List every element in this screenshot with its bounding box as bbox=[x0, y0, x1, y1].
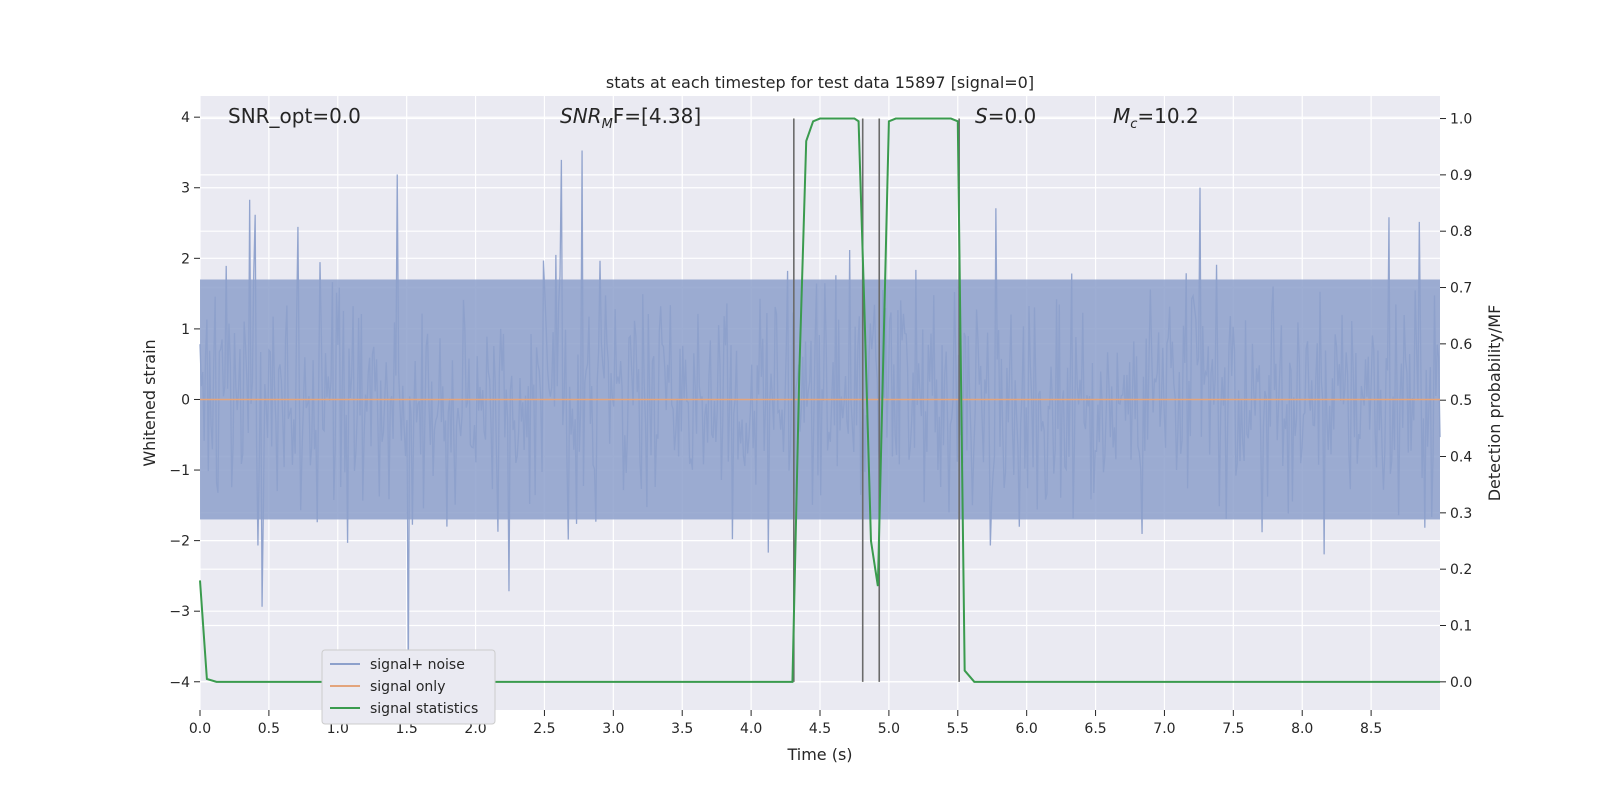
y-left-tick-label-0: 4 bbox=[181, 110, 190, 126]
y-right-tick-label-2: 0.8 bbox=[1450, 224, 1472, 240]
y-left-tick-label-3: 1 bbox=[181, 322, 190, 338]
legend: signal+ noise signal only signal statist… bbox=[321, 649, 496, 725]
x-tick-label-15: 7.5 bbox=[1222, 721, 1244, 737]
y-left-tick-label-8: −4 bbox=[169, 675, 190, 691]
chart-title: stats at each timestep for test data 158… bbox=[606, 73, 1034, 92]
annotation-snr-mf-rest: F=[4.38] bbox=[613, 104, 701, 128]
x-tick-label-12: 6.0 bbox=[1016, 721, 1038, 737]
y-left-tick-label-5: −1 bbox=[169, 463, 190, 479]
x-tick-label-16: 8.0 bbox=[1291, 721, 1313, 737]
x-tick-label-14: 7.0 bbox=[1153, 721, 1175, 737]
x-tick-label-8: 4.0 bbox=[740, 721, 762, 737]
annotation-s-name: S bbox=[975, 104, 988, 128]
annotation-snr-opt: SNR_opt=0.0 bbox=[228, 104, 361, 128]
x-tick-label-2: 1.0 bbox=[327, 721, 349, 737]
y-left-tick-label-4: 0 bbox=[181, 392, 190, 408]
x-tick-label-17: 8.5 bbox=[1360, 721, 1382, 737]
y-right-tick-label-9: 0.1 bbox=[1450, 619, 1472, 635]
axis-ticks: 4 3 2 1 0 −1 −2 −3 −4 1.0 0.9 0.8 0.7 0.6 0.5 0.4 0.3 0.2… bbox=[169, 110, 1472, 737]
y-axis-label-right: Detection probability/MF bbox=[1485, 305, 1504, 502]
noise-trace bbox=[199, 150, 1441, 675]
annotation-snr-mf-sub: M bbox=[602, 117, 613, 132]
x-tick-label-5: 2.5 bbox=[533, 721, 555, 737]
x-tick-label-1: 0.5 bbox=[258, 721, 280, 737]
annotation-mc: Mc=10.2 bbox=[1113, 104, 1199, 132]
x-tick-label-6: 3.0 bbox=[602, 721, 624, 737]
x-tick-label-13: 6.5 bbox=[1084, 721, 1106, 737]
x-tick-label-10: 5.0 bbox=[878, 721, 900, 737]
x-tick-label-4: 2.0 bbox=[464, 721, 486, 737]
y-right-tick-label-4: 0.6 bbox=[1450, 337, 1472, 353]
y-axis-label-left: Whitened strain bbox=[140, 339, 159, 466]
y-right-tick-label-3: 0.7 bbox=[1450, 281, 1472, 297]
y-left-tick-label-7: −3 bbox=[169, 604, 190, 620]
annotation-s: S=0.0 bbox=[975, 104, 1036, 128]
x-axis-label: Time (s) bbox=[786, 745, 852, 764]
y-left-tick-label-2: 2 bbox=[181, 251, 190, 267]
x-tick-label-7: 3.5 bbox=[671, 721, 693, 737]
annotation-mc-name: M bbox=[1113, 104, 1130, 128]
x-tick-label-0: 0.0 bbox=[189, 721, 211, 737]
legend-label-signal-statistics: signal statistics bbox=[370, 701, 478, 717]
annotation-s-rest: =0.0 bbox=[988, 104, 1037, 128]
legend-box bbox=[321, 649, 496, 725]
x-tick-label-9: 4.5 bbox=[809, 721, 831, 737]
x-tick-label-3: 1.5 bbox=[396, 721, 418, 737]
annotation-snr-mf-name: SNR bbox=[560, 104, 602, 128]
legend-label-signal-noise: signal+ noise bbox=[370, 657, 465, 673]
annotation-mc-rest: =10.2 bbox=[1137, 104, 1198, 128]
y-right-tick-label-10: 0.0 bbox=[1450, 675, 1472, 691]
annotation-snr-mf: SNRMF=[4.38] bbox=[560, 104, 701, 132]
y-right-tick-label-6: 0.4 bbox=[1450, 450, 1472, 466]
y-right-tick-label-0: 1.0 bbox=[1450, 112, 1472, 128]
legend-label-signal-only: signal only bbox=[370, 679, 445, 695]
y-right-tick-label-5: 0.5 bbox=[1450, 393, 1472, 409]
y-right-tick-label-8: 0.2 bbox=[1450, 562, 1472, 578]
x-tick-label-11: 5.5 bbox=[947, 721, 969, 737]
y-right-tick-label-1: 0.9 bbox=[1450, 168, 1472, 184]
y-left-tick-label-6: −2 bbox=[169, 534, 190, 550]
annotation-mc-sub: c bbox=[1130, 117, 1137, 132]
y-left-tick-label-1: 3 bbox=[181, 181, 190, 197]
y-right-tick-label-7: 0.3 bbox=[1450, 506, 1472, 522]
